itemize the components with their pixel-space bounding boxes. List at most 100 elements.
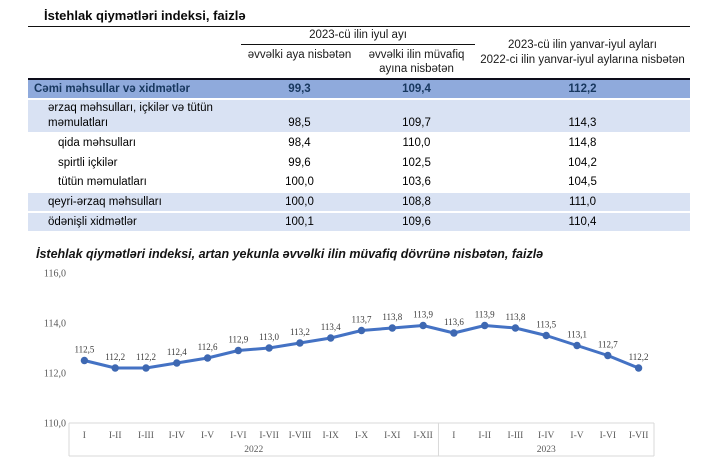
- data-point-marker: [142, 364, 150, 372]
- table-row: Cəmi məhsullar və xidmətlər 99,3 109,4 1…: [28, 79, 690, 100]
- table-row: spirtli içkilər 99,6 102,5 104,2: [28, 153, 690, 174]
- row-value-jan-jul: 114,3: [475, 98, 690, 135]
- row-value-prev-month: 100,1: [241, 212, 358, 233]
- data-point-marker: [265, 344, 273, 352]
- x-axis-category-label: I-IV: [538, 431, 554, 441]
- title-underline: [28, 26, 690, 27]
- data-point-label: 113,9: [475, 309, 495, 319]
- table-row: qida məhsulları 98,4 110,0 114,8: [28, 133, 690, 155]
- data-point-label: 113,0: [259, 332, 279, 342]
- table-row: ödənişli xidmətlər 100,1 109,6 110,4: [28, 212, 690, 233]
- row-value-prev-year-month: 109,7: [358, 98, 475, 135]
- chart-title: İstehlak qiymətləri indeksi, artan yekun…: [36, 246, 544, 261]
- header-spacer: [28, 27, 241, 44]
- table-row: qeyri-ərzaq məhsulları 100,0 108,8 111,0: [28, 192, 690, 214]
- table-title: İstehlak qiymətləri indeksi, faizlə: [44, 8, 246, 23]
- row-value-prev-year-month: 109,4: [358, 79, 475, 100]
- data-point-marker: [542, 331, 550, 340]
- data-point-label: 112,6: [198, 342, 218, 352]
- data-point-label: 112,7: [598, 339, 618, 349]
- x-axis-category-label: I-III: [138, 431, 154, 441]
- year-label: 2023: [537, 445, 556, 455]
- period-header-line1: 2023-cü ilin yanvar-iyul ayları: [508, 38, 657, 51]
- row-value-prev-year-month: 108,8: [358, 192, 475, 214]
- data-point-label: 112,2: [629, 352, 649, 362]
- x-axis-category-label: I-III: [508, 431, 524, 441]
- data-point-label: 113,7: [352, 314, 372, 324]
- year-label: 2022: [244, 445, 263, 455]
- data-point-label: 112,2: [136, 352, 156, 362]
- period-header-line2: 2022-ci ilin yanvar-iyul aylarına nisbət…: [480, 53, 685, 66]
- data-point-label: 113,2: [290, 327, 310, 337]
- data-point-label: 113,8: [505, 312, 525, 322]
- data-point-marker: [573, 341, 581, 350]
- data-point-label: 113,1: [567, 329, 587, 339]
- data-point-marker: [604, 351, 612, 360]
- data-point-marker: [388, 324, 396, 332]
- data-point-label: 112,9: [228, 334, 248, 344]
- data-point-marker: [357, 326, 366, 335]
- data-point-marker: [450, 329, 458, 337]
- row-value-prev-year-month: 109,6: [358, 212, 475, 233]
- row-value-prev-year-month: 102,5: [358, 153, 475, 174]
- row-value-jan-jul: 111,0: [475, 192, 690, 214]
- data-point-label: 113,9: [413, 309, 433, 319]
- data-point-label: 112,4: [167, 347, 187, 357]
- row-value-prev-year-month: 110,0: [358, 133, 475, 155]
- column-header-prev-month: əvvəlki aya nisbətən: [247, 48, 352, 61]
- y-axis-tick-label: 110,0: [44, 418, 66, 429]
- data-point-marker: [511, 324, 520, 332]
- x-axis-category-label: I-II: [109, 431, 122, 441]
- row-value-prev-month: 100,0: [241, 172, 358, 194]
- x-axis-category-label: I-IX: [323, 431, 339, 441]
- table-row: ərzaq məhsulları, içkilər və tütün məmul…: [28, 98, 690, 135]
- data-point-marker: [296, 339, 304, 347]
- y-axis-tick-label: 112,0: [44, 368, 66, 379]
- row-label: qeyri-ərzaq məhsulları: [28, 192, 241, 214]
- data-point-marker: [234, 346, 242, 355]
- row-label: Cəmi məhsullar və xidmətlər: [28, 79, 241, 100]
- data-point-marker: [419, 321, 427, 330]
- data-point-label: 113,4: [321, 322, 341, 332]
- row-value-prev-year-month: 103,6: [358, 172, 475, 194]
- x-axis-category-label: I-VII: [259, 431, 279, 441]
- data-point-marker: [203, 354, 212, 362]
- data-point-marker: [327, 334, 335, 342]
- data-point-label: 112,2: [105, 352, 125, 362]
- data-point-label: 113,8: [382, 312, 402, 322]
- row-value-jan-jul: 114,8: [475, 133, 690, 155]
- row-value-prev-month: 99,3: [241, 79, 358, 100]
- data-point-marker: [634, 364, 643, 372]
- row-value-jan-jul: 104,5: [475, 172, 690, 194]
- y-axis-tick-label: 114,0: [44, 318, 66, 329]
- row-value-prev-month: 98,4: [241, 133, 358, 155]
- x-axis-category-label: I-VII: [629, 431, 649, 441]
- row-value-prev-month: 99,6: [241, 153, 358, 174]
- data-point-marker: [80, 356, 89, 365]
- chart-canvas: 110,0 112,0 114,0 116,0 2022 2023 I I-II I-III I-…: [44, 268, 655, 457]
- cpi-table-header: 2023-cü ilin iyul ayı 2023-cü ilin yanva…: [28, 27, 690, 80]
- row-value-jan-jul: 110,4: [475, 212, 690, 233]
- x-axis-category-label: I-IV: [169, 431, 185, 441]
- x-axis-category-label: I-VIII: [289, 431, 312, 441]
- x-axis-category-label: I-II: [478, 431, 491, 441]
- row-label: qida məhsulları: [28, 133, 241, 155]
- row-value-prev-month: 100,0: [241, 192, 358, 214]
- data-point-label: 112,5: [74, 344, 94, 354]
- data-point-marker: [481, 321, 489, 330]
- data-point-label: 113,6: [444, 317, 464, 327]
- x-axis-category-label: I-X: [355, 431, 368, 441]
- x-axis-category-label: I: [83, 431, 86, 441]
- table-row: tütün məmulatları 100,0 103,6 104,5: [28, 172, 690, 194]
- row-value-prev-month: 98,5: [241, 98, 358, 135]
- x-axis-category-label: I-VI: [600, 431, 616, 441]
- column-header-prev-year-month: əvvəlki ilin müvafiq ayına nisbətən: [368, 48, 465, 76]
- x-axis-category-label: I-V: [570, 431, 583, 441]
- x-axis-category-label: I-XII: [413, 431, 433, 441]
- cpi-table-body: Cəmi məhsullar və xidmətlər 99,3 109,4 1…: [28, 79, 690, 233]
- y-axis-tick-label: 116,0: [44, 268, 66, 279]
- data-point-marker: [111, 364, 119, 372]
- header-spacer: [28, 44, 241, 79]
- data-point-label: 113,5: [536, 319, 556, 329]
- cpi-table: 2023-cü ilin iyul ayı 2023-cü ilin yanva…: [28, 27, 690, 233]
